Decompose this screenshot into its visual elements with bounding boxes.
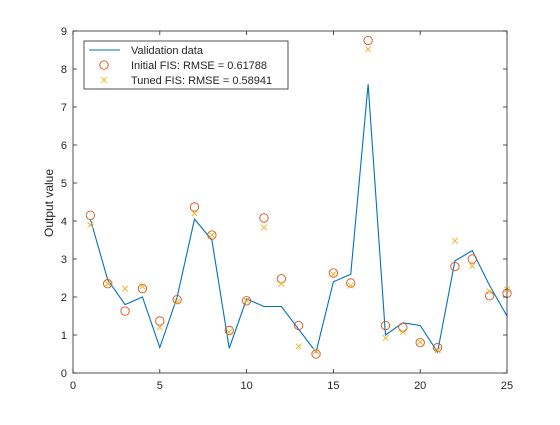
data-point-x bbox=[260, 224, 268, 231]
x-tick-label: 25 bbox=[501, 380, 513, 392]
legend-item-3: Tuned FIS: RMSE = 0.58941 bbox=[100, 75, 272, 87]
data-point-x bbox=[104, 280, 111, 287]
x-tick-label: 20 bbox=[414, 380, 426, 392]
data-point-circle bbox=[172, 295, 182, 305]
y-tick-label: 9 bbox=[61, 26, 67, 38]
legend-item-2: Initial FIS: RMSE = 0.61788 bbox=[99, 60, 267, 72]
data-point-circle bbox=[311, 349, 321, 359]
data-point-circle bbox=[450, 261, 460, 272]
series-2 bbox=[85, 35, 512, 359]
x-tick-label: 15 bbox=[327, 380, 339, 392]
y-axis-label: Output value bbox=[42, 169, 56, 237]
data-point-circle bbox=[85, 210, 96, 220]
y-tick-label: 1 bbox=[61, 330, 67, 342]
data-point-x bbox=[417, 338, 424, 345]
y-tick-label: 6 bbox=[61, 140, 67, 152]
legend-circle-swatch bbox=[99, 60, 109, 70]
legend: Validation data Initial FIS: RMSE = 0.617… bbox=[83, 40, 289, 90]
data-point-x bbox=[347, 282, 354, 289]
data-point-x bbox=[174, 298, 181, 305]
data-point-circle bbox=[259, 213, 269, 223]
data-point-x bbox=[312, 348, 320, 355]
y-tick-label: 5 bbox=[61, 178, 67, 190]
data-point-circle bbox=[224, 325, 234, 336]
data-point-circle bbox=[294, 320, 304, 331]
x-tick-label: 5 bbox=[157, 380, 163, 392]
data-point-x bbox=[278, 280, 285, 287]
y-tick-label: 8 bbox=[61, 64, 67, 76]
data-point-x bbox=[434, 347, 441, 354]
data-point-circle bbox=[207, 230, 217, 240]
data-point-circle bbox=[328, 268, 339, 278]
legend-box bbox=[83, 40, 289, 90]
y-tick-label: 0 bbox=[61, 368, 67, 380]
data-point-circle bbox=[380, 320, 391, 331]
y-tick-label: 4 bbox=[61, 216, 67, 228]
data-point-x bbox=[399, 328, 406, 336]
data-point-circle bbox=[432, 342, 443, 353]
data-point-circle bbox=[467, 254, 477, 264]
data-point-circle bbox=[137, 283, 148, 294]
legend-label: Initial FIS: RMSE = 0.61788 bbox=[131, 60, 267, 72]
data-point-x bbox=[156, 324, 163, 331]
data-point-circle bbox=[415, 337, 425, 348]
y-tick-label: 7 bbox=[61, 102, 67, 114]
data-point-x bbox=[243, 297, 250, 304]
x-tick-label: 0 bbox=[70, 380, 76, 392]
data-point-circle bbox=[276, 274, 286, 284]
data-point-x bbox=[382, 334, 389, 342]
data-point-x bbox=[226, 328, 233, 336]
axes: 0 5 10 15 20 25 0 1 2 3 4 5 6 7 8 9 bbox=[61, 26, 513, 392]
data-point-circle bbox=[346, 278, 356, 288]
axes-box bbox=[72, 30, 508, 374]
data-point-circle bbox=[363, 35, 373, 46]
data-point-x bbox=[451, 237, 459, 244]
data-point-x bbox=[365, 46, 372, 53]
legend-label: Validation data bbox=[131, 45, 204, 57]
data-point-x bbox=[295, 343, 302, 350]
data-point-x bbox=[208, 231, 215, 239]
data-point-x bbox=[191, 210, 198, 217]
data-point-circle bbox=[155, 316, 165, 326]
legend-x-swatch bbox=[100, 76, 108, 84]
data-point-circle bbox=[103, 279, 113, 289]
y-tick-label: 3 bbox=[61, 254, 67, 266]
data-point-x bbox=[486, 288, 493, 295]
data-point-circle bbox=[120, 306, 130, 316]
data-point-circle bbox=[189, 202, 200, 212]
data-point-x bbox=[87, 221, 94, 228]
legend-item-1: Validation data bbox=[89, 45, 204, 57]
legend-label: Tuned FIS: RMSE = 0.58941 bbox=[131, 75, 272, 87]
data-point-x bbox=[469, 262, 476, 269]
y-tick-label: 2 bbox=[61, 292, 67, 304]
data-point-circle bbox=[241, 296, 252, 306]
series-3 bbox=[87, 46, 511, 355]
x-tick-label: 10 bbox=[240, 380, 252, 392]
data-point-x bbox=[139, 283, 146, 290]
data-point-x bbox=[330, 271, 337, 278]
data-point-x bbox=[121, 285, 129, 292]
